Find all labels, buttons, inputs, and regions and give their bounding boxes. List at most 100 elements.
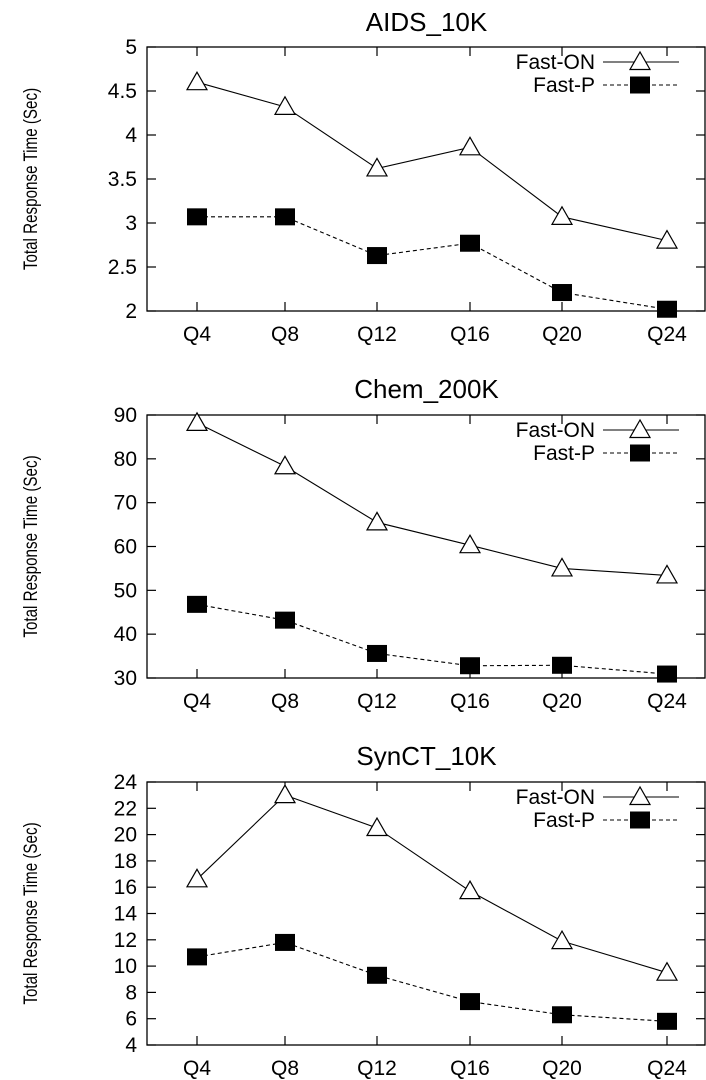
y-axis-label: Total Response Time (Sec) bbox=[19, 822, 41, 1004]
y-tick-label: 2.5 bbox=[108, 256, 137, 279]
chart-panel-3: SynCT_10K Total Response Time (Sec) 4 6 8 10 1… bbox=[19, 741, 706, 1080]
data-point-triangle bbox=[185, 868, 209, 888]
y-tick-label: 60 bbox=[114, 536, 137, 559]
data-point-triangle bbox=[365, 511, 389, 531]
data-point-triangle bbox=[655, 961, 679, 981]
y-tick-label: 3.5 bbox=[108, 168, 137, 191]
y-axis-label: Total Response Time (Sec) bbox=[19, 88, 41, 270]
x-tick-label: Q16 bbox=[450, 690, 490, 713]
y-tick-label: 50 bbox=[114, 579, 137, 602]
chart-title: SynCT_10K bbox=[356, 741, 497, 771]
y-tick-label: 18 bbox=[114, 850, 137, 873]
y-tick-label: 20 bbox=[114, 824, 137, 847]
y-tick-label: 8 bbox=[125, 981, 137, 1004]
x-tick-label: Q12 bbox=[357, 323, 397, 346]
data-point-square bbox=[460, 993, 480, 1011]
x-tick-label: Q8 bbox=[271, 690, 299, 713]
data-point-triangle bbox=[458, 136, 482, 156]
data-point-triangle bbox=[185, 411, 209, 431]
series-fast-on bbox=[185, 783, 679, 981]
legend-marker-square bbox=[630, 444, 650, 462]
y-tick-label: 4.5 bbox=[108, 80, 137, 103]
y-tick-label: 40 bbox=[114, 623, 137, 646]
x-tick-label: Q20 bbox=[542, 690, 582, 713]
data-point-square bbox=[275, 933, 295, 951]
y-tick-label: 6 bbox=[125, 1008, 137, 1031]
chart-panel-2: Chem_200K Total Response Time (Sec) 30 40 50… bbox=[19, 374, 706, 713]
data-point-square bbox=[460, 234, 480, 252]
x-tick-label: Q8 bbox=[271, 1057, 299, 1080]
y-tick-label: 16 bbox=[114, 876, 137, 899]
y-tick-label: 5 bbox=[125, 36, 137, 59]
data-point-triangle bbox=[273, 95, 297, 115]
chart-title: AIDS_10K bbox=[366, 7, 488, 37]
legend-label: Fast-P bbox=[533, 442, 595, 465]
data-point-triangle bbox=[655, 229, 679, 249]
series-fast-p bbox=[187, 595, 677, 683]
series-line bbox=[196, 941, 668, 1022]
data-point-square bbox=[187, 208, 207, 226]
y-tick-label: 2 bbox=[125, 300, 137, 323]
plot-frame bbox=[146, 414, 706, 679]
series-fast-on bbox=[185, 411, 679, 584]
y-tick-label: 14 bbox=[114, 903, 138, 926]
data-point-square bbox=[367, 644, 387, 662]
series-line bbox=[196, 422, 668, 576]
chart-title: Chem_200K bbox=[354, 374, 499, 404]
x-tick-label: Q24 bbox=[647, 323, 687, 346]
data-point-triangle bbox=[550, 929, 574, 950]
legend-label: Fast-ON bbox=[516, 51, 595, 74]
x-tick-label: Q16 bbox=[450, 323, 490, 346]
y-tick-label: 80 bbox=[114, 448, 137, 471]
data-point-triangle bbox=[655, 564, 679, 584]
x-tick-label: Q8 bbox=[271, 323, 299, 346]
legend-marker-square bbox=[630, 76, 650, 94]
data-point-square bbox=[657, 665, 677, 683]
chart-panel-1: AIDS_10K Total Response Time (Sec) 2 2.5 3 3.… bbox=[19, 7, 706, 346]
data-point-square bbox=[187, 948, 207, 966]
legend-marker-triangle bbox=[628, 50, 652, 71]
data-point-square bbox=[187, 595, 207, 613]
y-tick-label: 10 bbox=[114, 955, 137, 978]
y-tick-label: 22 bbox=[114, 797, 137, 820]
data-point-square bbox=[657, 1012, 677, 1030]
data-point-triangle bbox=[458, 879, 482, 900]
y-tick-label: 30 bbox=[114, 667, 137, 690]
legend-label: Fast-ON bbox=[516, 786, 595, 809]
x-tick-label: Q24 bbox=[647, 690, 687, 713]
legend-marker-square bbox=[630, 811, 650, 829]
y-axis-label: Total Response Time (Sec) bbox=[19, 455, 41, 637]
series-fast-p bbox=[187, 933, 677, 1030]
series-line bbox=[197, 216, 668, 310]
y-tick-label: 70 bbox=[114, 492, 137, 515]
data-point-square bbox=[367, 966, 387, 984]
data-point-triangle bbox=[550, 557, 574, 577]
legend-marker-triangle bbox=[628, 785, 652, 806]
y-tick-label: 24 bbox=[114, 771, 138, 794]
data-point-triangle bbox=[365, 816, 389, 837]
x-tick-label: Q16 bbox=[450, 1057, 490, 1080]
plot-frame bbox=[146, 781, 706, 1046]
x-tick-label: Q4 bbox=[183, 1057, 211, 1080]
data-point-triangle bbox=[185, 70, 209, 91]
plot-frame bbox=[146, 46, 706, 312]
legend-label: Fast-P bbox=[533, 74, 595, 97]
series-line bbox=[196, 794, 668, 974]
data-point-square bbox=[275, 208, 295, 226]
data-point-triangle bbox=[273, 783, 297, 804]
y-tick-label: 3 bbox=[125, 212, 137, 235]
data-point-square bbox=[552, 1006, 572, 1024]
data-point-square bbox=[460, 657, 480, 675]
x-tick-label: Q12 bbox=[357, 690, 397, 713]
x-tick-label: Q20 bbox=[542, 1057, 582, 1080]
data-point-square bbox=[552, 284, 572, 302]
series-fast-on bbox=[185, 70, 679, 249]
y-tick-label: 4 bbox=[125, 1034, 137, 1057]
legend-label: Fast-ON bbox=[516, 419, 595, 442]
y-tick-label: 90 bbox=[114, 404, 137, 427]
y-tick-label: 4 bbox=[125, 124, 137, 147]
x-tick-label: Q24 bbox=[647, 1057, 687, 1080]
data-point-triangle bbox=[365, 157, 389, 177]
data-point-square bbox=[552, 656, 572, 674]
